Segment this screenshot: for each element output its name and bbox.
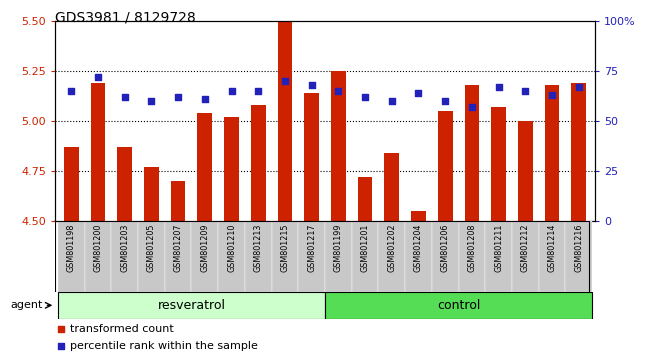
Bar <box>90 83 105 221</box>
Bar <box>486 221 512 292</box>
Text: GSM801210: GSM801210 <box>227 223 236 272</box>
Point <box>493 84 504 90</box>
Text: GSM801204: GSM801204 <box>414 223 423 272</box>
Text: GSM801203: GSM801203 <box>120 223 129 272</box>
Bar <box>331 71 346 221</box>
Text: transformed count: transformed count <box>70 324 174 333</box>
Bar <box>432 221 458 292</box>
Text: GSM801200: GSM801200 <box>94 223 103 272</box>
Text: GSM801214: GSM801214 <box>547 223 556 272</box>
Bar <box>251 105 266 221</box>
Point <box>413 90 424 96</box>
Text: GSM801208: GSM801208 <box>467 223 476 272</box>
Point <box>280 79 290 84</box>
Bar <box>352 221 378 292</box>
Text: agent: agent <box>11 300 44 310</box>
Bar <box>566 221 592 292</box>
Point <box>520 88 530 94</box>
Bar <box>278 21 292 221</box>
Point <box>120 95 130 100</box>
Text: GDS3981 / 8129728: GDS3981 / 8129728 <box>55 11 196 25</box>
Text: GSM801206: GSM801206 <box>441 223 450 272</box>
Bar <box>58 292 325 319</box>
Bar <box>325 292 592 319</box>
Text: GSM801198: GSM801198 <box>67 223 76 272</box>
Text: GSM801202: GSM801202 <box>387 223 396 272</box>
Bar <box>491 107 506 221</box>
Bar <box>512 221 539 292</box>
Point <box>333 88 344 94</box>
Point <box>360 95 370 100</box>
Point <box>440 98 450 104</box>
Point <box>387 98 397 104</box>
Point <box>200 96 210 102</box>
Point <box>369 102 379 107</box>
Bar <box>245 221 272 292</box>
Bar <box>539 221 566 292</box>
Point <box>573 84 584 90</box>
Bar <box>164 221 192 292</box>
Bar <box>198 113 212 221</box>
Bar <box>272 221 298 292</box>
Text: GSM801199: GSM801199 <box>334 223 343 272</box>
Bar <box>144 167 159 221</box>
Text: GSM801211: GSM801211 <box>494 223 503 272</box>
Bar <box>84 221 111 292</box>
Point <box>253 88 263 94</box>
Bar <box>171 181 185 221</box>
Text: resveratrol: resveratrol <box>157 299 226 312</box>
Bar <box>118 147 132 221</box>
Bar <box>378 221 405 292</box>
Bar <box>111 221 138 292</box>
Bar <box>545 85 560 221</box>
Bar <box>58 221 84 292</box>
Bar <box>518 121 532 221</box>
Point <box>93 74 103 80</box>
Point <box>369 263 379 268</box>
Point <box>173 95 183 100</box>
Bar <box>405 221 432 292</box>
Point <box>467 104 477 110</box>
Bar <box>224 117 239 221</box>
Point <box>226 88 237 94</box>
Bar <box>64 147 79 221</box>
Text: GSM801213: GSM801213 <box>254 223 263 272</box>
Bar <box>298 221 325 292</box>
Bar <box>384 153 399 221</box>
Bar <box>325 221 352 292</box>
Text: GSM801216: GSM801216 <box>574 223 583 272</box>
Text: percentile rank within the sample: percentile rank within the sample <box>70 341 257 351</box>
Bar <box>438 111 452 221</box>
Bar <box>192 221 218 292</box>
Point <box>306 82 317 88</box>
Text: GSM801207: GSM801207 <box>174 223 183 272</box>
Text: GSM801201: GSM801201 <box>361 223 370 272</box>
Bar <box>358 177 372 221</box>
Point <box>146 98 157 104</box>
Bar <box>411 211 426 221</box>
Text: GSM801212: GSM801212 <box>521 223 530 272</box>
Bar <box>465 85 479 221</box>
Bar <box>458 221 486 292</box>
Text: GSM801215: GSM801215 <box>280 223 289 272</box>
Point <box>547 92 557 98</box>
Bar <box>218 221 245 292</box>
Point <box>66 88 77 94</box>
Bar <box>304 93 319 221</box>
Text: GSM801209: GSM801209 <box>200 223 209 272</box>
Text: GSM801205: GSM801205 <box>147 223 156 272</box>
Text: GSM801217: GSM801217 <box>307 223 316 272</box>
Bar <box>571 83 586 221</box>
Text: control: control <box>437 299 480 312</box>
Bar <box>138 221 164 292</box>
